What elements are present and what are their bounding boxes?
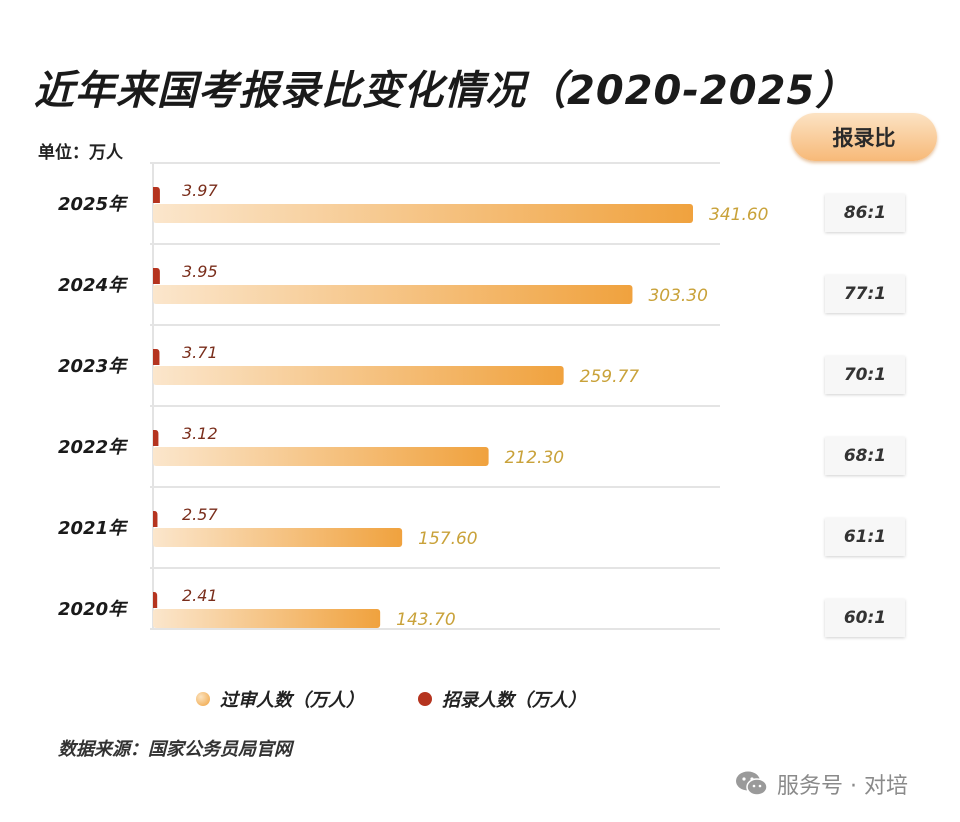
- chart-title: 近年来国考报录比变化情况（2020-2025）: [34, 68, 857, 114]
- year-label: 2023年: [58, 356, 129, 377]
- hired-value-label: 2.57: [182, 505, 218, 524]
- reviewed-bar: [153, 204, 693, 223]
- reviewed-value-label: 212.30: [505, 448, 564, 468]
- ratio-value: 61:1: [825, 518, 905, 556]
- ratio-header: 报录比: [791, 113, 937, 161]
- data-source: 数据来源：国家公务员局官网: [58, 739, 292, 760]
- reviewed-bar: [153, 609, 381, 628]
- reviewed-value-label: 143.70: [396, 610, 455, 630]
- reviewed-bar: [153, 366, 564, 385]
- year-label: 2025年: [58, 194, 129, 215]
- hired-bar: [153, 430, 159, 446]
- hired-value-label: 2.41: [182, 586, 218, 605]
- hired-value-label: 3.97: [182, 181, 218, 200]
- unit-label: 单位：万人: [38, 143, 123, 163]
- ratio-value: 77:1: [825, 275, 905, 313]
- reviewed-value-label: 259.77: [580, 367, 640, 387]
- legend-hired: 招录人数（万人）: [418, 686, 586, 712]
- legend-hired-label: 招录人数（万人）: [442, 690, 586, 711]
- watermark: 服务号 · 对培: [735, 768, 908, 800]
- hired-bar: [153, 349, 160, 365]
- year-label: 2020年: [58, 599, 129, 620]
- reviewed-value-label: 303.30: [648, 286, 707, 306]
- reviewed-value-label: 341.60: [709, 205, 768, 225]
- legend-reviewed: 过审人数（万人）: [196, 686, 364, 712]
- ratio-value: 60:1: [825, 599, 905, 637]
- ratio-value: 70:1: [825, 356, 905, 394]
- ratio-value: 86:1: [825, 194, 905, 232]
- year-label: 2021年: [58, 518, 129, 539]
- watermark-text: 服务号 · 对培: [777, 774, 908, 799]
- hired-bar: [153, 187, 160, 203]
- hired-bar: [153, 511, 158, 527]
- hired-value-label: 3.71: [182, 343, 218, 362]
- hired-value-label: 3.12: [182, 424, 218, 443]
- reviewed-bar: [153, 528, 403, 547]
- wechat-icon: [736, 771, 768, 796]
- reviewed-bar: [153, 447, 489, 466]
- hired-bar: [153, 592, 158, 608]
- reviewed-value-label: 157.60: [418, 529, 477, 549]
- hired-value-label: 3.95: [182, 262, 218, 281]
- legend-hired-swatch: [418, 692, 432, 706]
- hired-bar: [153, 268, 160, 284]
- legend-reviewed-label: 过审人数（万人）: [220, 690, 364, 711]
- ratio-value: 68:1: [825, 437, 905, 475]
- legend-reviewed-swatch: [196, 692, 210, 706]
- year-label: 2022年: [58, 437, 129, 458]
- year-label: 2024年: [58, 275, 129, 296]
- reviewed-bar: [153, 285, 633, 304]
